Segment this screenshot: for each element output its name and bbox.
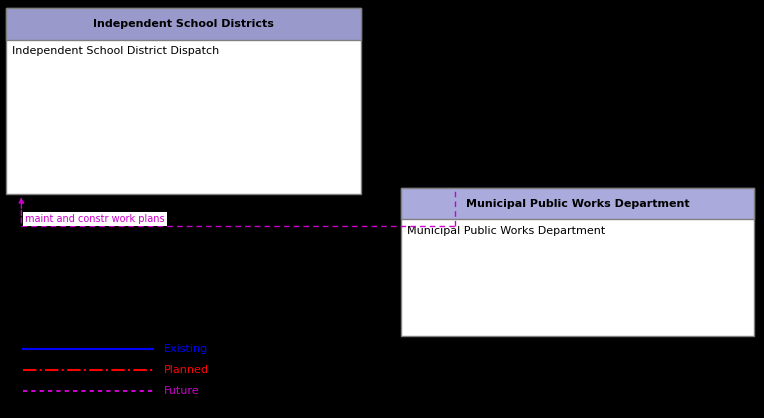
Bar [401, 188, 754, 219]
Bar [401, 188, 754, 336]
Text: Planned: Planned [164, 365, 209, 375]
Bar [6, 8, 361, 194]
Text: Independent School District Dispatch: Independent School District Dispatch [12, 46, 219, 56]
Text: Future: Future [164, 386, 200, 396]
Text: maint and constr work plans: maint and constr work plans [25, 214, 165, 224]
Text: Municipal Public Works Department: Municipal Public Works Department [407, 226, 605, 236]
Text: Independent School Districts: Independent School Districts [93, 19, 274, 29]
Bar [6, 8, 361, 40]
Text: Existing: Existing [164, 344, 209, 354]
Text: Municipal Public Works Department: Municipal Public Works Department [466, 199, 689, 209]
